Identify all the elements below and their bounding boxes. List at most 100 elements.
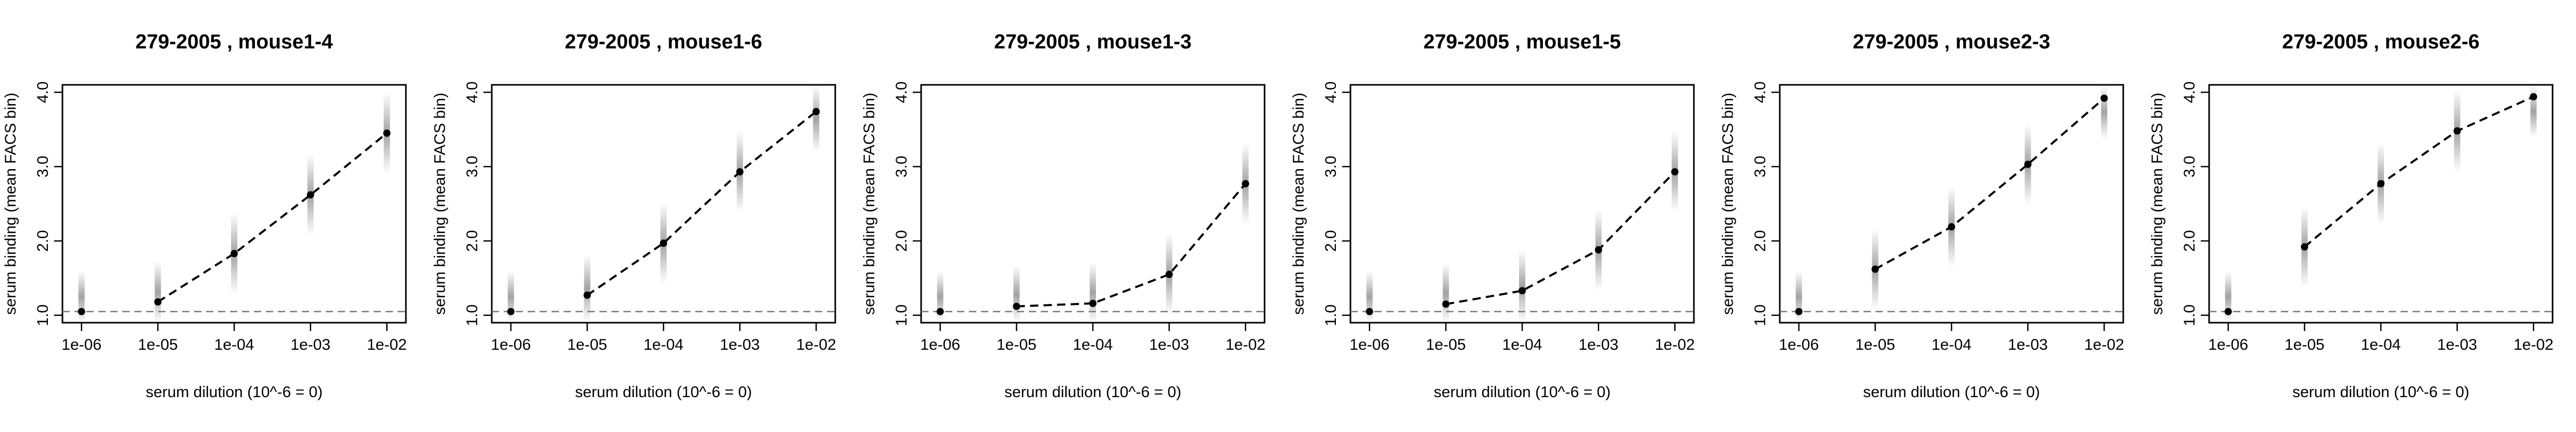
chart-panel-3: 279-2005 , mouse1-3 1e-06 1e-05 1e-04 1e-03 1… [861, 31, 1266, 401]
x-tick-label: 1e-05 [1855, 336, 1895, 353]
x-tick-label: 1e-06 [61, 336, 101, 353]
y-tick-label: 3.0 [2181, 156, 2198, 177]
x-tick-label: 1e-04 [2361, 336, 2401, 353]
data-point [2224, 308, 2232, 315]
x-axis-label: serum dilution (10^-6 = 0) [1863, 384, 2040, 401]
x-axis-label: serum dilution (10^-6 = 0) [1434, 384, 1611, 401]
y-tick-label: 1.0 [34, 304, 52, 326]
chart-title: 279-2005 , mouse2-6 [2282, 31, 2479, 53]
distribution-smear [1013, 265, 1020, 323]
data-point [1366, 308, 1373, 315]
series-line [157, 132, 388, 303]
data-point [1165, 271, 1173, 278]
data-point [1013, 302, 1021, 310]
data-point [1089, 299, 1096, 307]
distribution-smear [584, 254, 591, 323]
y-tick-label: 2.0 [464, 230, 481, 252]
x-tick-label: 1e-02 [796, 336, 836, 353]
data-point [936, 308, 944, 315]
x-tick-label: 1e-03 [1578, 336, 1618, 353]
data-point [307, 191, 314, 199]
chart-panel-6: 279-2005 , mouse2-6 1e-06 1e-05 1e-04 1e-03 1… [2149, 31, 2554, 401]
x-tick-label: 1e-04 [1502, 336, 1542, 353]
y-axis-label: serum binding (mean FACS bin) [2, 93, 19, 315]
distribution-smear [2101, 85, 2108, 139]
y-tick-label: 3.0 [893, 156, 910, 177]
x-tick-label: 1e-06 [1779, 336, 1819, 353]
data-point [583, 291, 591, 299]
distribution-smear [1090, 262, 1096, 323]
y-tick-label: 2.0 [1752, 230, 1769, 252]
chart-title: 279-2005 , mouse1-5 [1423, 31, 1621, 53]
data-point [736, 168, 744, 176]
x-axis-label: serum dilution (10^-6 = 0) [146, 384, 323, 401]
series-line [1874, 97, 2105, 270]
x-tick-label: 1e-05 [567, 336, 607, 353]
y-tick-label: 3.0 [464, 156, 481, 177]
x-axis-label: serum dilution (10^-6 = 0) [575, 384, 752, 401]
x-tick-label: 1e-06 [2208, 336, 2248, 353]
y-tick-label: 1.0 [1322, 304, 1340, 326]
data-point [812, 108, 820, 116]
data-point [1442, 300, 1450, 308]
chart-panel-2: 279-2005 , mouse1-6 1e-06 1e-05 1e-04 1e-03 1… [431, 31, 836, 401]
chart-title: 279-2005 , mouse1-4 [135, 31, 333, 53]
chart-title: 279-2005 , mouse2-3 [1853, 31, 2050, 53]
y-tick-label: 1.0 [464, 304, 481, 326]
data-point [1795, 308, 1803, 315]
y-axis-label: serum binding (mean FACS bin) [1290, 93, 1307, 315]
x-axis-label: serum dilution (10^-6 = 0) [1004, 384, 1181, 401]
y-tick-label: 4.0 [1322, 81, 1340, 103]
chart-title: 279-2005 , mouse1-3 [994, 31, 1191, 53]
data-point [2453, 127, 2461, 135]
data-point [660, 239, 667, 247]
y-tick-label: 4.0 [893, 81, 910, 103]
distribution-smear [1443, 263, 1449, 323]
x-tick-label: 1e-05 [1426, 336, 1466, 353]
distribution-smear [155, 261, 161, 323]
y-axis-label: serum binding (mean FACS bin) [2149, 93, 2166, 315]
x-tick-label: 1e-04 [214, 336, 254, 353]
x-tick-label: 1e-04 [644, 336, 684, 353]
data-point [2024, 160, 2032, 168]
y-tick-label: 3.0 [1752, 156, 1769, 177]
series-line [586, 110, 817, 296]
data-point [383, 129, 391, 137]
data-point [231, 250, 238, 258]
data-point [2100, 94, 2108, 102]
x-tick-label: 1e-02 [1655, 336, 1695, 353]
x-tick-label: 1e-02 [2514, 336, 2554, 353]
y-tick-label: 2.0 [1322, 230, 1340, 252]
distribution-smear [2530, 85, 2537, 138]
y-tick-label: 1.0 [893, 304, 910, 326]
y-tick-label: 1.0 [2181, 304, 2198, 326]
x-tick-label: 1e-04 [1932, 336, 1972, 353]
data-point [1671, 168, 1679, 176]
x-tick-label: 1e-02 [367, 336, 407, 353]
distribution-smear [813, 85, 820, 153]
y-tick-label: 1.0 [1752, 304, 1769, 326]
x-tick-label: 1e-04 [1073, 336, 1113, 353]
y-tick-label: 3.0 [34, 156, 52, 177]
x-tick-label: 1e-06 [491, 336, 531, 353]
x-tick-label: 1e-03 [720, 336, 760, 353]
x-tick-label: 1e-06 [920, 336, 960, 353]
data-point [2530, 93, 2537, 100]
x-tick-label: 1e-05 [138, 336, 178, 353]
chart-panel-4: 279-2005 , mouse1-5 1e-06 1e-05 1e-04 1e-03 1… [1290, 31, 1695, 401]
x-tick-label: 1e-03 [1149, 336, 1189, 353]
data-point [1948, 223, 1955, 231]
data-point [1595, 246, 1602, 254]
data-point [2301, 243, 2309, 251]
chart-panel-1: 279-2005 , mouse1-4 1e-06 1e-05 1e-04 1e-03 1… [2, 31, 407, 401]
x-tick-label: 1e-03 [2008, 336, 2048, 353]
y-tick-label: 2.0 [34, 230, 52, 252]
x-tick-label: 1e-03 [2437, 336, 2477, 353]
x-tick-label: 1e-05 [997, 336, 1037, 353]
data-point [154, 298, 162, 306]
x-tick-label: 1e-06 [1349, 336, 1389, 353]
y-tick-label: 3.0 [1322, 156, 1340, 177]
y-tick-label: 4.0 [1752, 81, 1769, 103]
